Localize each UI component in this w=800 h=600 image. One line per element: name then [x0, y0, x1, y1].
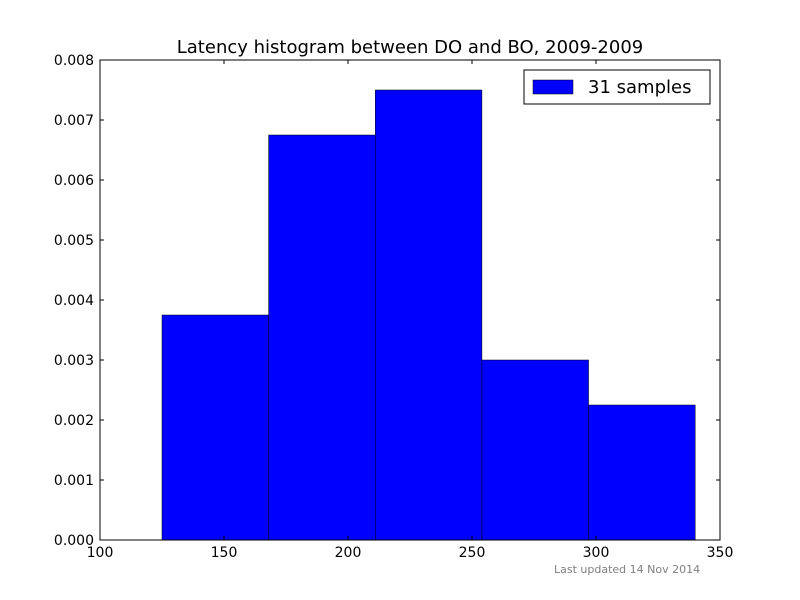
last-updated-note: Last updated 14 Nov 2014 — [554, 563, 701, 576]
histogram-bar-4 — [481, 359, 589, 541]
legend-label: 31 samples — [588, 77, 691, 98]
x-tick-label: 300 — [583, 545, 610, 561]
histogram-bar-5 — [588, 404, 696, 541]
x-tick-label: 100 — [87, 545, 114, 561]
histogram-bar-2 — [268, 134, 376, 541]
y-tick-label: 0.001 — [54, 473, 94, 489]
histogram-bar-3 — [375, 89, 483, 541]
y-tick-label: 0.005 — [54, 233, 94, 249]
plot-frame — [99, 59, 721, 541]
y-tick-label: 0.006 — [54, 173, 94, 189]
y-tick-label: 0.000 — [54, 533, 94, 549]
legend-swatch — [532, 79, 574, 95]
ticks-group: 100 150 200 250 300 350 0.000 0.001 0.002 0.003 0.… — [54, 53, 733, 561]
histogram-bar-1 — [161, 314, 269, 541]
bars-group — [161, 89, 696, 541]
y-tick-label: 0.004 — [54, 293, 94, 309]
y-tick-label: 0.007 — [54, 113, 94, 129]
y-tick-label: 0.003 — [54, 353, 94, 369]
chart-title: Latency histogram between DO and BO, 200… — [177, 37, 644, 58]
y-tick-label: 0.008 — [54, 53, 94, 69]
legend: 31 samples — [523, 69, 711, 105]
x-tick-label: 350 — [707, 545, 734, 561]
x-tick-label: 150 — [211, 545, 238, 561]
x-tick-label: 200 — [335, 545, 362, 561]
y-tick-label: 0.002 — [54, 413, 94, 429]
x-tick-label: 250 — [459, 545, 486, 561]
